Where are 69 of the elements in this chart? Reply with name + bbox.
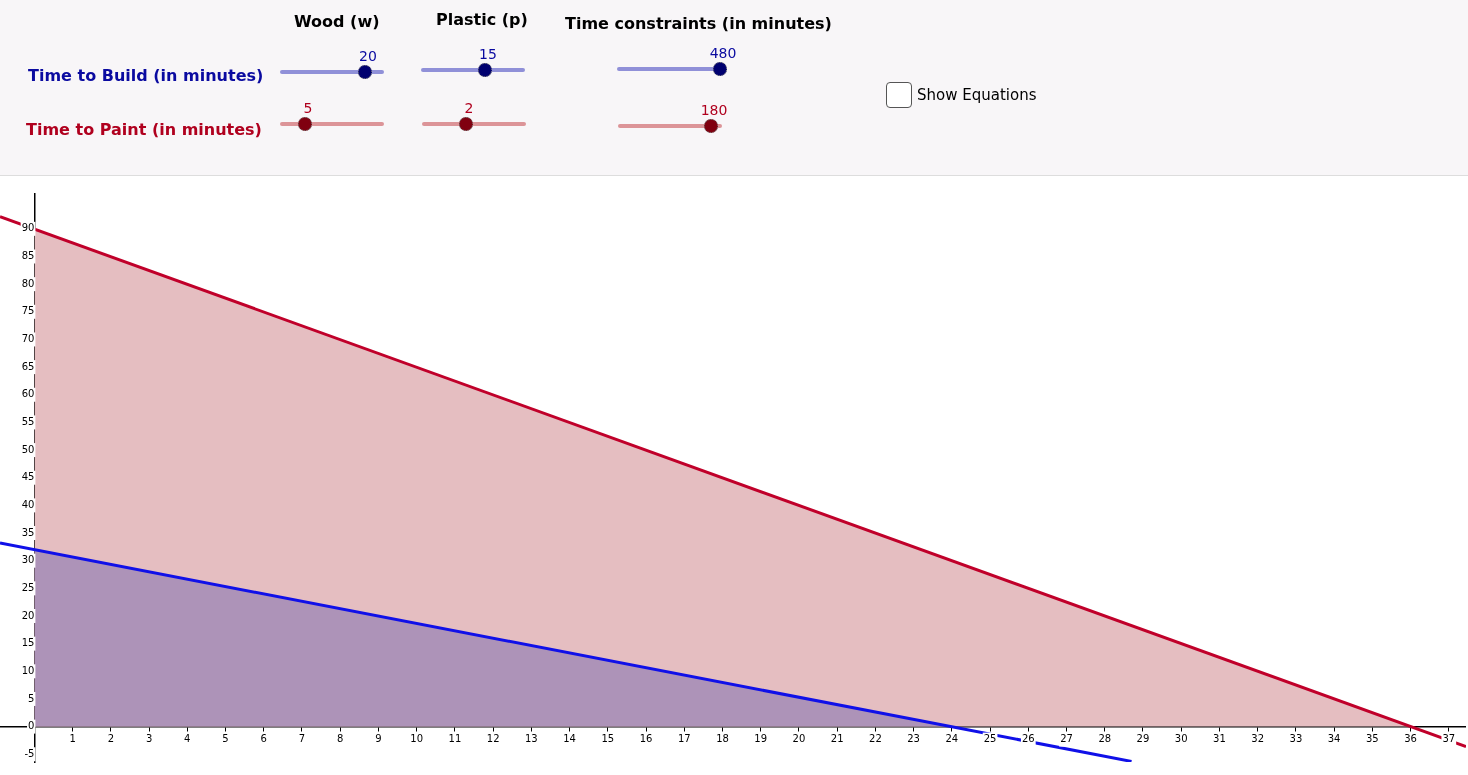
x-tick-label: 17 <box>677 733 691 745</box>
x-tick-label: 29 <box>1136 733 1150 745</box>
x-tick-label: 16 <box>639 733 653 745</box>
x-tick-label: 10 <box>410 733 424 745</box>
x-tick-label: 24 <box>945 733 959 745</box>
x-tick-label: 14 <box>563 733 576 745</box>
x-tick-label: 31 <box>1213 733 1226 745</box>
y-tick-label: 20 <box>21 609 35 621</box>
x-tick-label: 28 <box>1098 733 1112 745</box>
text: 15 <box>478 46 498 62</box>
y-tick-label: -5 <box>24 747 35 759</box>
y-tick-label: 55 <box>21 416 35 428</box>
text: Plastic (p) <box>436 10 528 29</box>
x-tick-label: 25 <box>983 733 997 745</box>
y-tick-label: 5 <box>28 692 35 704</box>
y-tick-label: 30 <box>21 554 35 566</box>
x-tick-label: 12 <box>486 733 500 745</box>
x-tick-label: 20 <box>792 733 806 745</box>
text: 180 <box>699 102 729 118</box>
x-tick-label: 15 <box>601 733 615 745</box>
y-tick-label: 40 <box>21 498 35 510</box>
x-tick-label: 1 <box>69 733 76 745</box>
text: Time to Build (in minutes) <box>28 66 264 85</box>
x-tick-label: 18 <box>716 733 729 745</box>
y-tick-label: 75 <box>21 305 35 317</box>
y-tick-label: 45 <box>21 471 35 483</box>
y-tick-label: 70 <box>21 333 35 345</box>
x-tick-label: 36 <box>1404 733 1417 745</box>
y-tick-label: 80 <box>21 277 35 289</box>
x-tick-label: 23 <box>907 733 920 745</box>
text: Show Equations <box>917 86 1037 104</box>
y-tick-label: 35 <box>21 526 35 538</box>
x-tick-label: 19 <box>754 733 768 745</box>
x-tick-label: 34 <box>1327 733 1341 745</box>
text: Time constraints (in minutes) <box>565 14 832 33</box>
x-tick-label: 5 <box>222 733 229 745</box>
x-tick-label: 8 <box>337 733 344 745</box>
text: 480 <box>708 45 738 61</box>
x-tick-label: 37 <box>1442 733 1456 745</box>
text: 5 <box>302 100 314 116</box>
x-tick-label: 9 <box>375 733 382 745</box>
x-tick-label: 30 <box>1174 733 1188 745</box>
text: Time to Paint (in minutes) <box>26 120 262 139</box>
y-tick-label: 65 <box>21 360 35 372</box>
x-tick-label: 3 <box>145 733 153 745</box>
x-tick-label: 22 <box>869 733 882 745</box>
y-tick-label: 60 <box>21 388 35 400</box>
text: 2 <box>463 100 475 116</box>
y-tick-label: 90 <box>21 222 35 234</box>
y-tick-label: 50 <box>21 443 35 455</box>
x-tick-label: 21 <box>830 733 844 745</box>
y-tick-label: 85 <box>21 250 35 262</box>
x-tick-label: 11 <box>448 733 462 745</box>
y-tick-label: 15 <box>21 637 35 649</box>
x-tick-label: 33 <box>1289 733 1303 745</box>
y-tick-label: 0 <box>28 720 35 732</box>
y-tick-label: 10 <box>21 664 35 676</box>
x-tick-label: 26 <box>1021 733 1035 745</box>
x-tick-label: 4 <box>184 733 191 745</box>
y-tick-label: 25 <box>21 581 35 593</box>
x-tick-label: 2 <box>107 733 115 745</box>
text: Wood (w) <box>294 12 380 31</box>
x-tick-label: 35 <box>1365 733 1379 745</box>
text: 20 <box>358 48 378 64</box>
x-tick-label: 7 <box>298 733 306 745</box>
x-tick-label: 6 <box>260 733 267 745</box>
x-tick-label: 32 <box>1251 733 1265 745</box>
x-tick-label: 27 <box>1060 733 1073 745</box>
x-tick-label: 13 <box>524 733 538 745</box>
